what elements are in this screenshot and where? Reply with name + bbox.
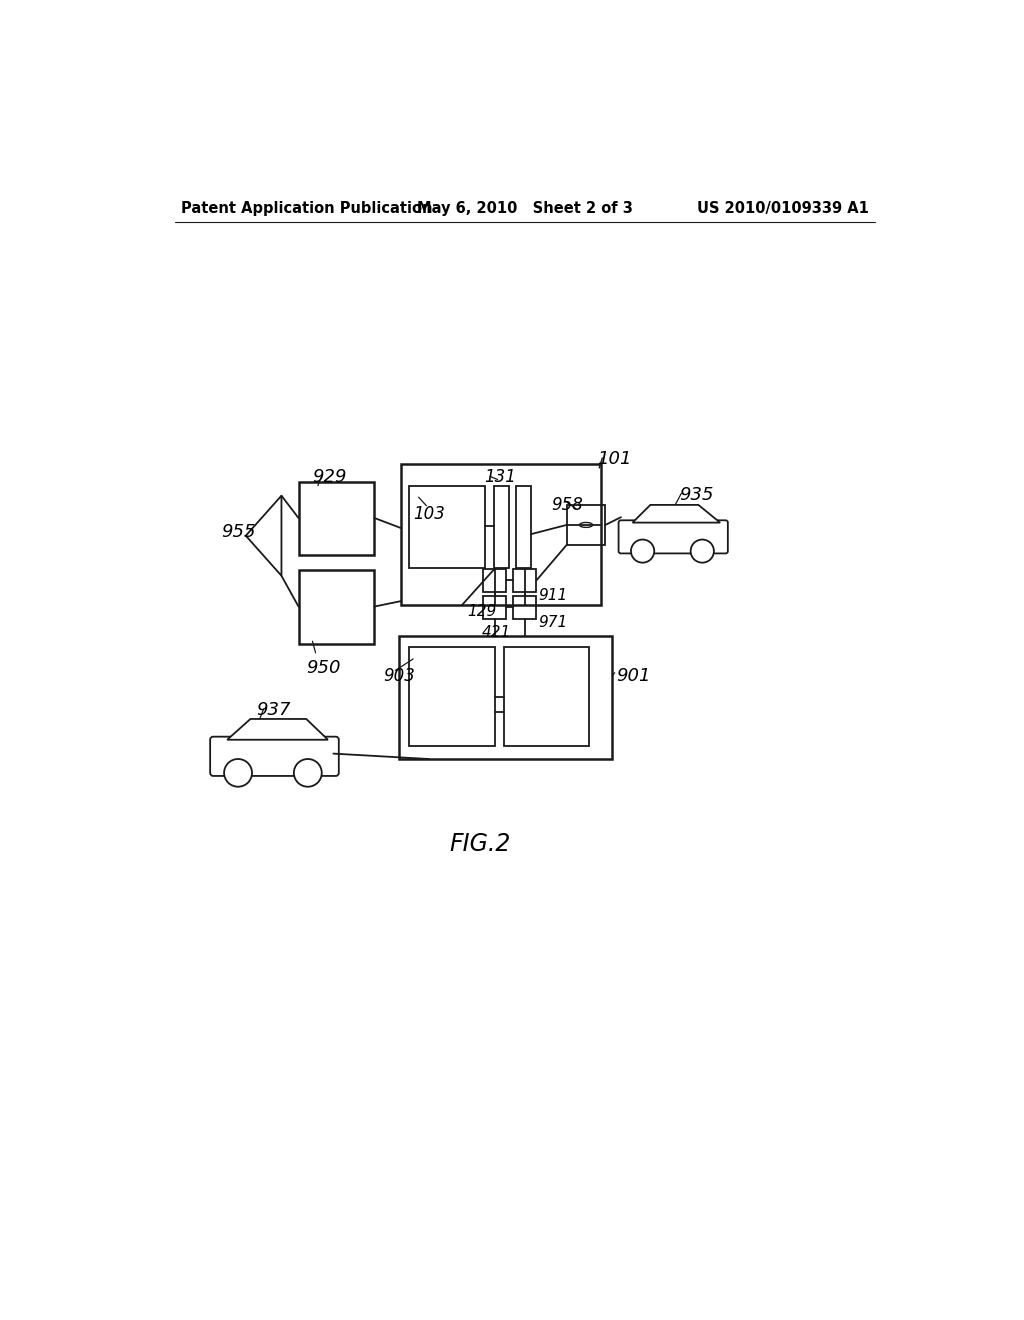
Bar xyxy=(410,486,484,568)
Bar xyxy=(483,595,506,619)
Bar xyxy=(400,465,601,605)
Text: 903: 903 xyxy=(384,667,416,685)
Text: 101: 101 xyxy=(597,450,632,469)
Polygon shape xyxy=(227,719,328,739)
Circle shape xyxy=(294,759,322,787)
Text: May 6, 2010   Sheet 2 of 3: May 6, 2010 Sheet 2 of 3 xyxy=(417,201,633,215)
Bar xyxy=(299,570,375,644)
FancyBboxPatch shape xyxy=(618,520,728,553)
Text: 421: 421 xyxy=(481,626,511,640)
Bar xyxy=(494,486,509,568)
Text: 129: 129 xyxy=(467,605,496,619)
Text: US 2010/0109339 A1: US 2010/0109339 A1 xyxy=(697,201,869,215)
Bar xyxy=(566,506,605,545)
Text: FIG.2: FIG.2 xyxy=(450,832,511,857)
Text: 950: 950 xyxy=(306,659,341,677)
Text: 935: 935 xyxy=(679,486,714,504)
Text: 103: 103 xyxy=(414,506,445,523)
Circle shape xyxy=(690,540,714,562)
Bar xyxy=(504,647,589,746)
Text: 955: 955 xyxy=(221,523,256,541)
Bar xyxy=(399,636,612,759)
Circle shape xyxy=(224,759,252,787)
Text: 131: 131 xyxy=(484,469,516,486)
Text: 937: 937 xyxy=(256,701,291,719)
Bar xyxy=(299,482,375,554)
Text: 901: 901 xyxy=(616,667,650,685)
Bar xyxy=(513,595,537,619)
Text: Patent Application Publication: Patent Application Publication xyxy=(180,201,432,215)
Text: 958: 958 xyxy=(551,496,583,513)
FancyBboxPatch shape xyxy=(210,737,339,776)
Bar xyxy=(483,569,506,591)
Text: 911: 911 xyxy=(538,589,567,603)
Polygon shape xyxy=(633,506,720,523)
Bar xyxy=(410,647,495,746)
Text: 929: 929 xyxy=(312,469,347,486)
Bar xyxy=(515,486,531,568)
Bar xyxy=(513,569,537,591)
Text: 971: 971 xyxy=(538,615,567,630)
Circle shape xyxy=(631,540,654,562)
